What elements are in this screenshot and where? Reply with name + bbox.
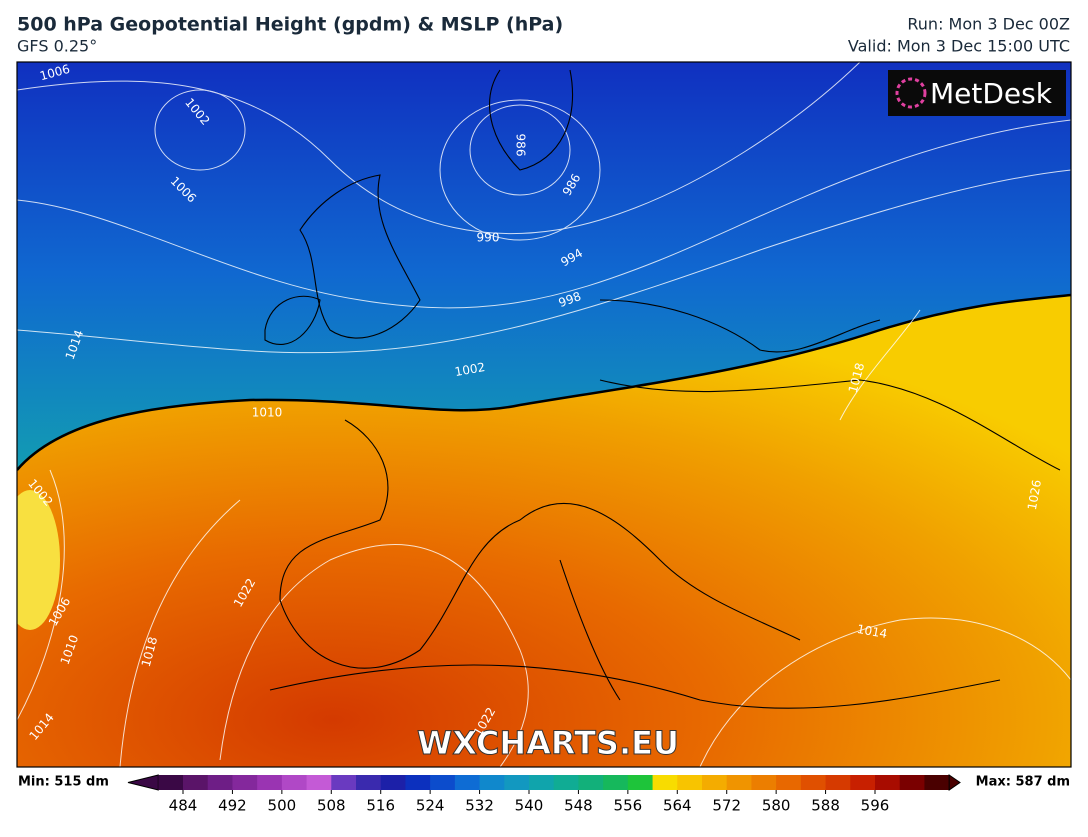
isobar-label: 986 <box>514 134 528 157</box>
colorbar-tick-label: 572 <box>712 797 741 815</box>
colorbar-segment <box>529 775 555 790</box>
colorbar-segment <box>183 775 209 790</box>
isobar-label: 1026 <box>1025 479 1044 512</box>
colorbar-tick-label: 556 <box>614 797 643 815</box>
colorbar-segment <box>281 775 308 790</box>
colorbar-segment <box>380 775 406 790</box>
colorbar-tick-label: 484 <box>169 797 198 815</box>
subtitle: GFS 0.25° <box>17 37 97 56</box>
colorbar-tick-label: 492 <box>218 797 247 815</box>
colorbar-tick-label: 500 <box>268 797 297 815</box>
run-time: Run: Mon 3 Dec 00Z <box>907 15 1070 34</box>
colorbar-arrow-right <box>948 774 961 791</box>
colorbar-segment <box>158 775 184 790</box>
colorbar-segment <box>627 775 654 790</box>
colorbar-segment <box>232 775 258 790</box>
colorbar-tick-label: 532 <box>465 797 494 815</box>
colorbar-segment <box>430 775 456 790</box>
title: 500 hPa Geopotential Height (gpdm) & MSL… <box>17 14 563 36</box>
colorbar-segment <box>479 775 505 790</box>
colorbar-segment <box>504 775 530 790</box>
map <box>17 62 1071 767</box>
colorbar-arrow-left <box>127 774 159 791</box>
watermark: WXCHARTS.EU <box>417 724 679 762</box>
colorbar-segment <box>405 775 431 790</box>
isobar-label: 1014 <box>856 622 889 641</box>
colorbar-tick-label: 524 <box>416 797 445 815</box>
colorbar-segment <box>578 775 604 790</box>
colorbar-segment <box>751 775 777 790</box>
colorbar-segment <box>800 775 827 790</box>
logo-box: MetDesk <box>888 70 1066 116</box>
colorbar-segment <box>553 775 579 790</box>
colorbar-segment <box>776 775 802 790</box>
colorbar-segment <box>306 775 332 790</box>
colorbar-segment <box>603 775 629 790</box>
colorbar-tick-label: 548 <box>564 797 593 815</box>
logo: MetDesk <box>930 77 1053 110</box>
colorbar-segment <box>825 775 851 790</box>
colorbar-segment <box>207 775 233 790</box>
colorbar-tick-label: 508 <box>317 797 346 815</box>
colorbar-segment <box>356 775 382 790</box>
colorbar-tick-label: 596 <box>861 797 890 815</box>
colorbar-max: Max: 587 dm <box>976 775 1070 790</box>
colorbar-segment <box>899 775 925 790</box>
colorbar-segment <box>702 775 728 790</box>
isobar-label: 1010 <box>252 406 283 420</box>
colorbar-tick-label: 588 <box>811 797 840 815</box>
colorbar-segment <box>331 775 357 790</box>
colorbar-segment <box>726 775 752 790</box>
colorbar-segment <box>257 775 283 790</box>
colorbar-tick-label: 580 <box>762 797 791 815</box>
isobar-label: 1002 <box>454 360 487 379</box>
colorbar-segment <box>850 775 876 790</box>
colorbar-segment <box>454 775 481 790</box>
isobar-label: 990 <box>477 231 500 245</box>
colorbar-tick-label: 564 <box>663 797 692 815</box>
colorbar-segment <box>875 775 901 790</box>
colorbar-tick-label: 540 <box>515 797 544 815</box>
colorbar-segment <box>677 775 703 790</box>
colorbar-segment <box>652 775 678 790</box>
colorbar-tick-label: 516 <box>366 797 395 815</box>
colorbar-segment <box>924 775 950 790</box>
valid-time: Valid: Mon 3 Dec 15:00 UTC <box>848 37 1070 56</box>
colorbar-min: Min: 515 dm <box>18 775 109 790</box>
